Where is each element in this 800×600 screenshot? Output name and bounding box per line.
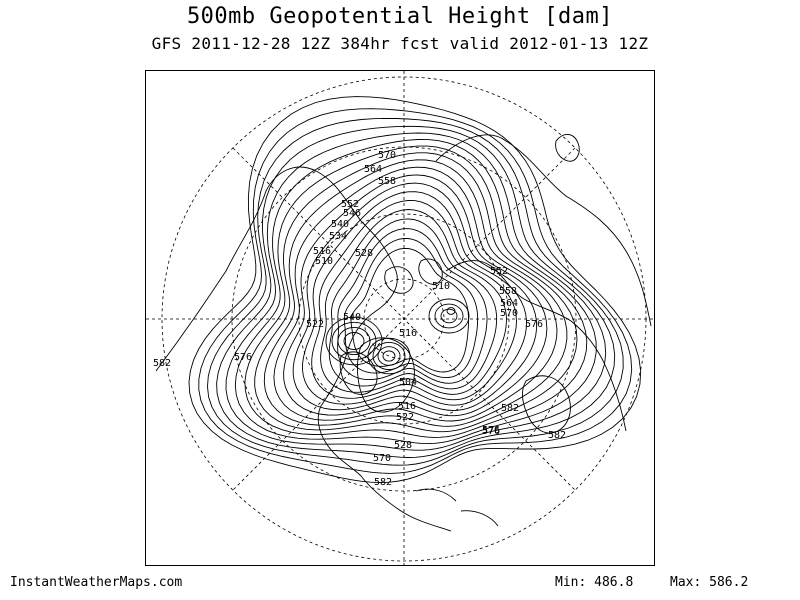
contour-label: 522 <box>396 412 414 423</box>
contour-low <box>440 308 458 324</box>
polar-map: 5705645585525465405345165105285105525585… <box>146 71 654 565</box>
meridian-135 <box>232 147 576 491</box>
contour-label: 540 <box>331 219 349 230</box>
contour-label: 582 <box>548 430 566 441</box>
max-label: Max: <box>670 575 702 590</box>
coastline-caribbean <box>415 488 499 527</box>
contour-label: 510 <box>315 256 333 267</box>
contour-label: 576 <box>234 352 252 363</box>
contour-label: 504 <box>399 377 417 388</box>
contour-label: 570 <box>500 308 518 319</box>
contour-line <box>350 247 470 373</box>
credit-text: InstantWeatherMaps.com <box>10 575 183 590</box>
contour-label: 576 <box>482 426 500 437</box>
contour-label: 564 <box>500 298 518 309</box>
contour-line <box>292 182 538 411</box>
contour-low <box>446 307 456 315</box>
contour-label: 552 <box>490 266 508 277</box>
contour-label: 582 <box>501 403 519 414</box>
contour-label: 570 <box>373 453 391 464</box>
coastline-greenland <box>357 337 415 413</box>
min-value: 486.8 <box>594 575 634 590</box>
contour-line <box>343 238 479 379</box>
max-value: 586.2 <box>709 575 749 590</box>
map-panel: 570 564 558 552 546 540 534 516 510 528 510 552 558 5… <box>145 70 655 566</box>
contour-low <box>372 341 406 371</box>
contour-line <box>188 96 642 484</box>
contour-label: 546 <box>343 208 361 219</box>
contour-low <box>434 303 464 329</box>
chart-subtitle: GFS 2011-12-28 12Z 384hr fcst valid 2012… <box>151 34 649 53</box>
contour-line <box>273 166 558 422</box>
contour-label: 582 <box>153 358 171 369</box>
contour-labels: 5705645585525465405345165105285105525585… <box>153 150 566 488</box>
contour-line <box>320 209 507 395</box>
contour-line <box>311 200 517 401</box>
min-label: Min: <box>555 575 587 590</box>
coastline-japan <box>555 134 580 162</box>
contour-low <box>382 350 396 362</box>
contour-label: 516 <box>313 246 331 257</box>
contour-low <box>428 298 470 334</box>
contour-label: 528 <box>355 248 373 259</box>
contour-label: 516 <box>398 401 416 412</box>
contour-line <box>283 174 548 417</box>
contour-label: 576 <box>482 425 500 436</box>
contour-line <box>198 108 633 474</box>
contour-low <box>367 337 411 375</box>
coastline-arctic-islands <box>384 258 443 294</box>
contour-label: 552 <box>341 199 359 210</box>
contour-line <box>225 132 607 451</box>
contour-label: 516 <box>399 328 417 339</box>
contour-line <box>328 218 498 390</box>
contour-label: 528 <box>394 440 412 451</box>
contour-low <box>325 316 383 366</box>
contour-line <box>234 139 597 445</box>
height-contours <box>188 96 642 484</box>
contour-line <box>216 125 616 458</box>
contour-line <box>302 191 527 406</box>
contour-line <box>254 152 578 433</box>
contour-label: 534 <box>329 231 347 242</box>
contour-line <box>207 117 624 466</box>
min-stat: Min: 486.8 <box>555 575 633 590</box>
contour-label: 558 <box>499 286 517 297</box>
contour-low <box>343 332 365 350</box>
contour-low <box>337 326 371 356</box>
contour-label: 510 <box>432 281 450 292</box>
contour-label: 564 <box>364 164 382 175</box>
max-stat: Max: 586.2 <box>670 575 748 590</box>
contour-label: 522 <box>306 319 324 330</box>
contour-low <box>331 321 377 361</box>
contour-label: 582 <box>374 477 392 488</box>
chart-title: 500mb Geopotential Height [dam] <box>186 4 614 29</box>
contour-label: 576 <box>525 319 543 330</box>
contour-label: 570 <box>378 150 396 161</box>
lat-lon-grid <box>146 71 654 565</box>
contour-label: 558 <box>378 176 396 187</box>
contour-line <box>263 159 568 427</box>
contour-label: 540 <box>343 312 361 323</box>
coastline-north-america <box>155 166 452 532</box>
contour-line <box>244 145 588 438</box>
contour-low <box>377 346 401 366</box>
